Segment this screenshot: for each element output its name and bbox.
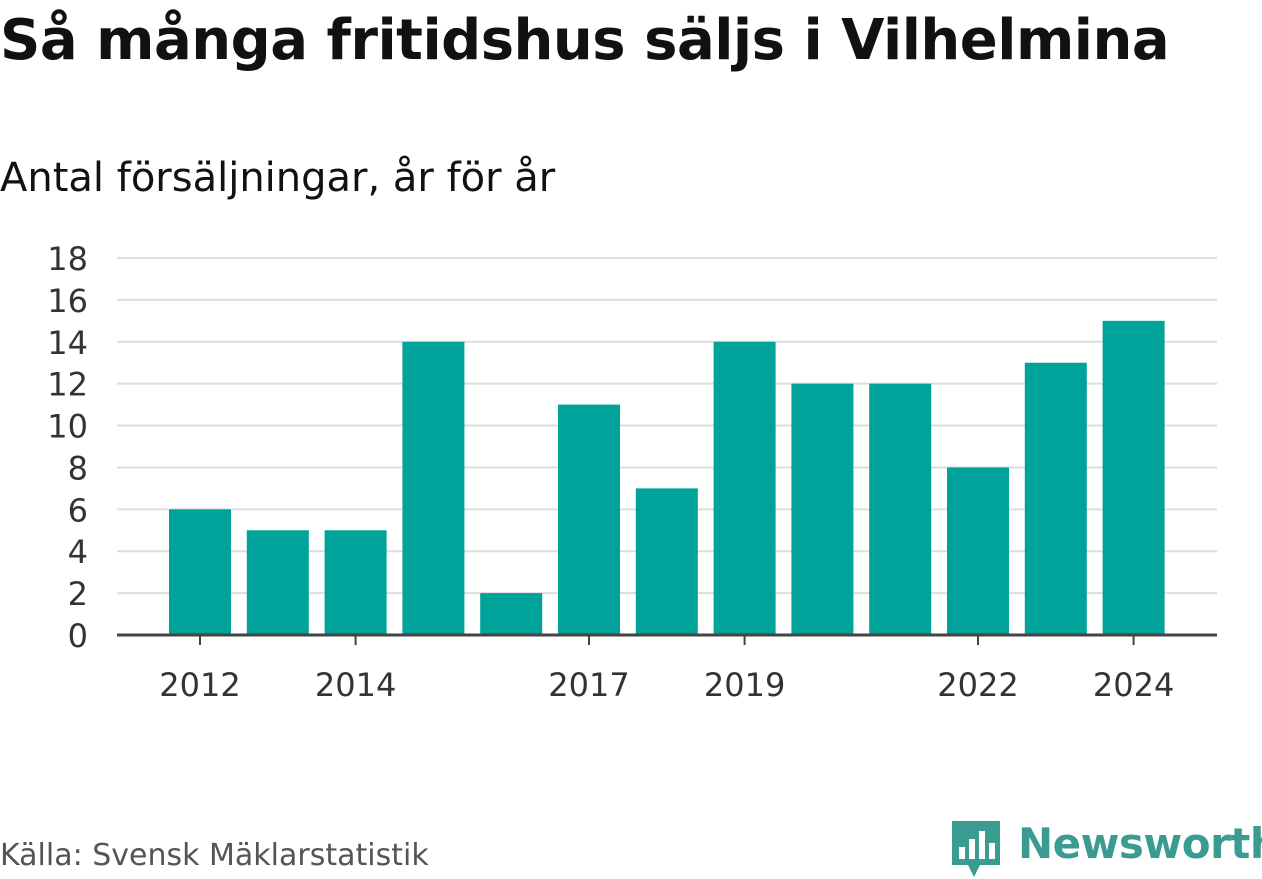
- chart-title: Så många fritidshus säljs i Vilhelmina: [0, 8, 1170, 73]
- y-tick-label: 2: [68, 575, 88, 613]
- x-tick-label: 2019: [704, 666, 785, 704]
- bar-2016: [480, 593, 543, 635]
- source-note: Källa: Svensk Mäklarstatistik: [0, 838, 429, 873]
- bar-2017: [558, 404, 620, 635]
- y-tick-label: 16: [47, 282, 88, 320]
- x-tick-label: 2024: [1093, 666, 1174, 704]
- y-tick-label: 12: [47, 366, 88, 404]
- chart-subtitle: Antal försäljningar, år för år: [0, 155, 556, 201]
- bar-2019: [713, 341, 776, 635]
- x-tick-label: 2014: [315, 666, 396, 704]
- x-tick-label: 2022: [937, 666, 1018, 704]
- y-tick-label: 0: [68, 617, 88, 655]
- y-tick-label: 18: [47, 240, 88, 278]
- newsworthy-bar-chart-icon: [952, 821, 1000, 877]
- bar-2022: [947, 467, 1009, 635]
- bar-2015: [402, 341, 465, 635]
- bar-2020: [791, 383, 854, 635]
- brand-name: Newsworthy: [1018, 819, 1262, 868]
- x-tick-label: 2017: [548, 666, 629, 704]
- x-axis: [117, 633, 1217, 645]
- x-axis-tick-labels: 2012 2014 2017 2019 2022 2024: [159, 666, 1174, 704]
- bar-2012: [169, 509, 231, 635]
- bar-2018: [635, 488, 698, 635]
- y-axis-tick-labels: 0 2 4 6 810 12 14 16 18: [47, 240, 88, 655]
- x-tick-label: 2012: [159, 666, 240, 704]
- y-tick-label: 10: [47, 408, 88, 446]
- bar-2014: [324, 530, 387, 635]
- brand-logo: Newsworthy: [950, 815, 1262, 879]
- bar-2013: [246, 530, 309, 635]
- y-tick-label: 8: [68, 449, 88, 487]
- bar-2023: [1024, 362, 1087, 635]
- y-tick-label: 6: [68, 491, 88, 529]
- bar-2024: [1102, 320, 1165, 635]
- y-tick-label: 4: [68, 533, 88, 571]
- bar-2021: [869, 383, 932, 635]
- y-tick-label: 14: [47, 324, 88, 362]
- bars: [169, 320, 1165, 635]
